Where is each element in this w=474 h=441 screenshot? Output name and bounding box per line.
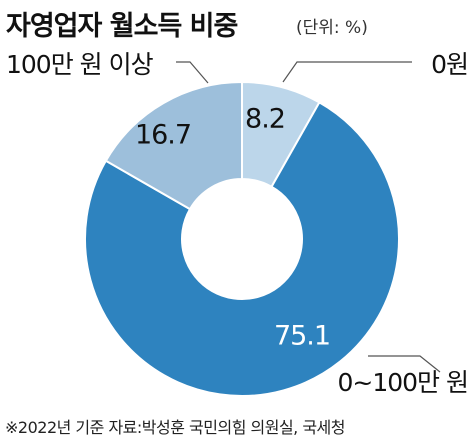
unit-label: (단위: %) (296, 18, 368, 38)
chart-title: 자영업자 월소득 비중 (6, 11, 238, 42)
value-label-over-100: 16.7 (135, 120, 191, 151)
source-note: ※2022년 기준 자료:박성훈 국민의힘 의원실, 국세청 (5, 418, 346, 437)
slice-under-100 (84, 101, 400, 397)
value-label-under-100: 75.1 (274, 321, 330, 352)
category-label-over-100: 100만 원 이상 (6, 50, 154, 79)
value-label-zero: 8.2 (245, 104, 285, 135)
category-label-zero: 0원 (431, 50, 468, 79)
slice-over-100 (104, 80, 243, 211)
leader-line-zero (282, 61, 412, 83)
category-label-under-100: 0~100만 원 (337, 368, 468, 397)
leader-line-under-100 (368, 355, 441, 373)
leader-line-over-100 (176, 61, 209, 84)
